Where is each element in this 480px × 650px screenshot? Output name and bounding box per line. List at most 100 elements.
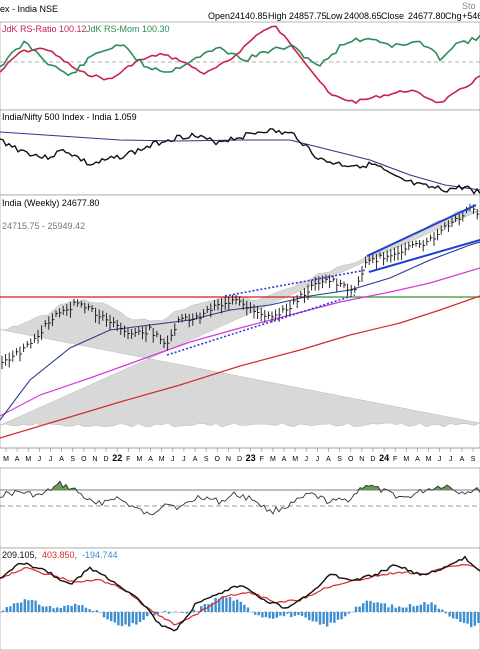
macd-histogram-bar [430, 602, 433, 612]
macd-panel-frame [0, 547, 480, 650]
macd-histogram-bar [401, 607, 404, 612]
macd-histogram-bar [477, 612, 480, 624]
macd-histogram-bar [5, 607, 8, 612]
macd-histogram-bar [333, 612, 336, 623]
macd-histogram-bar [329, 612, 332, 623]
time-axis-month-label: J [304, 456, 308, 463]
time-axis-month-label: D [237, 456, 242, 463]
macd-histogram-bar [23, 599, 26, 612]
channel-lower-line [368, 239, 480, 273]
trendline-lower-dotted [166, 294, 356, 356]
time-axis-month-label: J [38, 456, 42, 463]
time-axis-month-label: D [104, 456, 109, 463]
macd-histogram-bar [120, 612, 124, 627]
macd-histogram-bar [286, 612, 289, 614]
time-axis-month-label: O [215, 456, 221, 463]
macd-histogram-bar [473, 612, 476, 626]
macd-histogram-bar [358, 606, 361, 612]
macd-histogram-bar [41, 606, 44, 612]
macd-histogram-bar [459, 612, 462, 622]
macd-histogram-bar [412, 606, 415, 612]
rs-ratio-label: JdK RS-Ratio 100.12 [2, 24, 87, 34]
macd-histogram-bar [322, 612, 325, 625]
macd-histogram-bar [408, 604, 412, 612]
macd-histogram-bar [106, 612, 109, 620]
macd-histogram-bar [351, 611, 354, 613]
macd-histogram-bar [419, 604, 422, 612]
macd-histogram-bar [426, 604, 430, 612]
macd-histogram-bar [308, 612, 311, 621]
time-axis-year-label: 24 [379, 453, 389, 463]
macd-histogram-bar [153, 612, 156, 616]
macd-histogram-bar [264, 612, 268, 618]
ma-long-line [0, 295, 480, 439]
macd-line [0, 555, 480, 632]
macd-histogram-bar [2, 610, 5, 612]
macd-histogram-bar [315, 612, 318, 622]
macd-signal-line [0, 563, 480, 626]
high-value: 24857.75 [289, 11, 327, 21]
macd-histogram-bar [99, 612, 102, 613]
macd-histogram-bar [347, 612, 350, 614]
macd-histogram-bar [27, 600, 30, 612]
source-mark: Sto [462, 1, 476, 11]
chg-label: Chg [445, 11, 462, 21]
time-axis-month-label: A [415, 456, 420, 463]
relative-line [0, 128, 480, 195]
macd-histogram-bar [462, 612, 466, 623]
macd-histogram-bar [452, 612, 455, 619]
time-axis-year-label: 22 [112, 453, 122, 463]
macd-histogram-bar [254, 612, 257, 615]
macd-histogram-bar [336, 612, 340, 620]
macd-histogram-bar [66, 605, 70, 612]
macd-panel: 209.105, 403.850, -194.744 [0, 547, 480, 650]
macd-histogram-bar [228, 596, 232, 612]
macd-histogram-bar [239, 601, 242, 612]
macd-histogram-bar [376, 602, 379, 612]
time-axis-month-label: F [126, 456, 130, 463]
macd-histogram-bar [102, 612, 106, 618]
macd-histogram-bar [171, 612, 174, 613]
time-axis-month-label: N [226, 456, 231, 463]
macd-histogram-bar [448, 612, 451, 617]
macd-histogram-bar [135, 612, 138, 625]
macd-histogram-bar [383, 603, 386, 612]
macd-histogram-bar [340, 612, 343, 620]
macd-histogram-bar [250, 612, 253, 613]
macd-histogram-bar [365, 600, 368, 612]
macd-histogram-bar [282, 612, 286, 617]
macd-histogram-bar [12, 603, 16, 612]
macd-histogram-bar [470, 612, 473, 628]
macd-histogram-bar [70, 605, 73, 612]
macd-histogram-bar [290, 612, 293, 618]
chg-value: +546. [462, 11, 480, 21]
close-value: 24677.80 [408, 11, 446, 21]
time-axis-month-label: M [159, 456, 165, 463]
macd-histogram-bar [110, 612, 113, 622]
macd-histogram-bar [95, 610, 98, 612]
macd-histogram-bar [124, 612, 127, 625]
macd-histogram-bar [142, 612, 145, 620]
oscillator-panel-frame [0, 467, 480, 549]
macd-histogram-bar [200, 606, 203, 612]
macd-histogram-bar [84, 607, 88, 612]
macd-histogram-bar [293, 612, 296, 616]
macd-histogram-bar [30, 599, 34, 612]
macd-histogram-bar [160, 612, 163, 613]
time-axis-month-label: A [148, 456, 153, 463]
macd-histogram-bar [16, 602, 19, 612]
time-axis-month-label: M [403, 456, 409, 463]
time-axis-month-label: M [270, 456, 276, 463]
macd-histogram-bar [434, 604, 437, 612]
macd-histogram-bar [344, 612, 347, 617]
open-label: Open [208, 11, 230, 21]
low-label: Low [326, 11, 343, 21]
price-label: India (Weekly) 24677.80 [2, 198, 99, 208]
macd-histogram-bar [178, 612, 181, 613]
chart-title: ex - India NSE [0, 4, 58, 14]
macd-histogram-bar [297, 612, 300, 615]
macd-histogram-bar [88, 609, 91, 612]
macd-histogram-bar [232, 600, 235, 612]
time-axis-month-label: M [426, 456, 432, 463]
